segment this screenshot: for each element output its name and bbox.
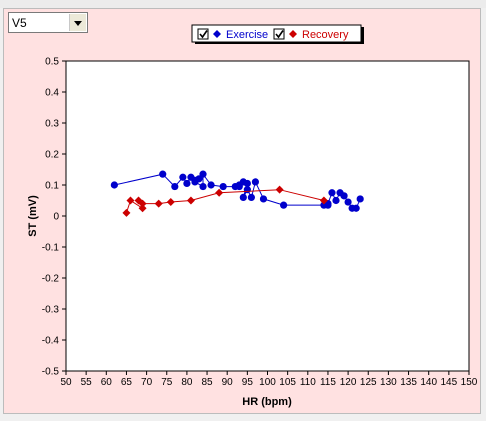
y-tick-label: 0.3 bbox=[45, 119, 59, 130]
x-tick-label: 140 bbox=[420, 377, 437, 388]
x-tick-label: 80 bbox=[181, 377, 193, 388]
exercise-point bbox=[239, 193, 247, 201]
exercise-point bbox=[243, 179, 251, 188]
x-axis-label: HR (bpm) bbox=[242, 396, 292, 408]
exercise-point bbox=[207, 181, 215, 189]
exercise-point bbox=[280, 201, 288, 209]
x-tick-label: 145 bbox=[441, 377, 458, 388]
top-strip bbox=[0, 0, 486, 8]
x-tick-label: 95 bbox=[242, 377, 254, 388]
y-tick-label: 0.2 bbox=[45, 150, 59, 161]
recovery-point bbox=[154, 199, 163, 208]
x-tick-label: 135 bbox=[400, 377, 417, 388]
lead-select[interactable]: V5 bbox=[8, 12, 88, 33]
x-tick-label: 105 bbox=[279, 377, 296, 388]
exercise-point bbox=[199, 182, 207, 191]
lead-select-value: V5 bbox=[12, 16, 27, 30]
recovery-point bbox=[166, 198, 175, 207]
exercise-check-icon bbox=[199, 30, 208, 39]
legend-recovery-label: Recovery bbox=[302, 29, 349, 41]
exercise-point bbox=[235, 182, 243, 191]
x-tick-label: 110 bbox=[300, 377, 316, 388]
exercise-point bbox=[243, 186, 251, 194]
x-tick-label: 55 bbox=[81, 377, 93, 388]
y-tick-label: -0.2 bbox=[42, 274, 60, 285]
exercise-point bbox=[199, 170, 207, 178]
x-tick-label: 85 bbox=[201, 377, 213, 388]
x-tick-label: 125 bbox=[360, 377, 377, 388]
chevron-down-icon[interactable] bbox=[69, 14, 86, 31]
exercise-marker-icon bbox=[213, 30, 221, 38]
x-tick-label: 75 bbox=[161, 377, 173, 388]
x-tick-label: 130 bbox=[380, 377, 397, 388]
y-axis-label: ST (mV) bbox=[27, 195, 39, 237]
x-tick-label: 65 bbox=[121, 377, 133, 388]
y-tick-label: -0.3 bbox=[42, 305, 60, 316]
exercise-point bbox=[171, 182, 179, 191]
x-tick-label: 60 bbox=[101, 377, 113, 388]
x-tick-label: 100 bbox=[259, 377, 276, 388]
exercise-point bbox=[251, 178, 260, 186]
recovery-point bbox=[186, 196, 195, 205]
exercise-point bbox=[191, 178, 199, 186]
recovery-point bbox=[319, 196, 328, 205]
legend: Exercise Recovery bbox=[191, 24, 364, 44]
exercise-point bbox=[340, 192, 348, 200]
y-tick-label: 0 bbox=[53, 212, 59, 223]
legend-exercise-label: Exercise bbox=[226, 29, 268, 41]
exercise-point bbox=[328, 189, 336, 197]
recovery-point bbox=[215, 188, 224, 197]
exercise-point bbox=[259, 195, 268, 203]
x-tick-label: 70 bbox=[141, 377, 153, 388]
y-tick-label: 0.1 bbox=[45, 181, 59, 192]
exercise-point bbox=[179, 173, 187, 181]
recovery-point bbox=[275, 185, 284, 194]
y-tick-label: -0.5 bbox=[42, 367, 60, 378]
exercise-point bbox=[159, 170, 167, 178]
y-tick-label: 0.4 bbox=[45, 88, 59, 99]
exercise-point bbox=[247, 193, 255, 201]
exercise-point bbox=[356, 195, 364, 203]
x-tick-label: 150 bbox=[461, 377, 478, 388]
x-tick-label: 120 bbox=[340, 377, 357, 388]
exercise-point bbox=[352, 204, 360, 212]
x-tick-label: 90 bbox=[222, 377, 234, 388]
recovery-point bbox=[126, 196, 135, 205]
x-tick-label: 50 bbox=[60, 377, 72, 388]
exercise-point bbox=[332, 196, 340, 205]
y-tick-label: -0.1 bbox=[42, 243, 60, 254]
recovery-point bbox=[134, 196, 143, 205]
exercise-point bbox=[110, 181, 118, 189]
y-tick-label: -0.4 bbox=[42, 336, 60, 347]
exercise-point bbox=[183, 179, 191, 188]
recovery-point bbox=[122, 208, 131, 217]
series-layer bbox=[110, 170, 364, 217]
recovery-point bbox=[138, 204, 147, 213]
exercise-point bbox=[219, 182, 227, 191]
axes: 50 55 60 65 70 75 80 85 90 95 100 105 110 115 120 125 13… bbox=[42, 57, 478, 389]
recovery-check-icon bbox=[275, 30, 284, 39]
recovery-checkbox[interactable] bbox=[273, 28, 285, 40]
recovery-marker-icon bbox=[289, 30, 297, 38]
plot-area bbox=[65, 60, 470, 372]
exercise-checkbox[interactable] bbox=[197, 28, 209, 40]
y-tick-label: 0.5 bbox=[45, 57, 59, 68]
x-tick-label: 115 bbox=[320, 377, 336, 388]
exercise-point bbox=[344, 198, 352, 206]
